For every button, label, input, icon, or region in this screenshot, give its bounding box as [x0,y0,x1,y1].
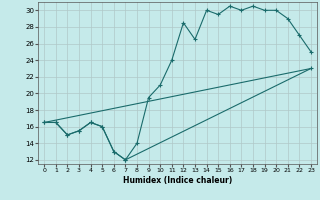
X-axis label: Humidex (Indice chaleur): Humidex (Indice chaleur) [123,176,232,185]
